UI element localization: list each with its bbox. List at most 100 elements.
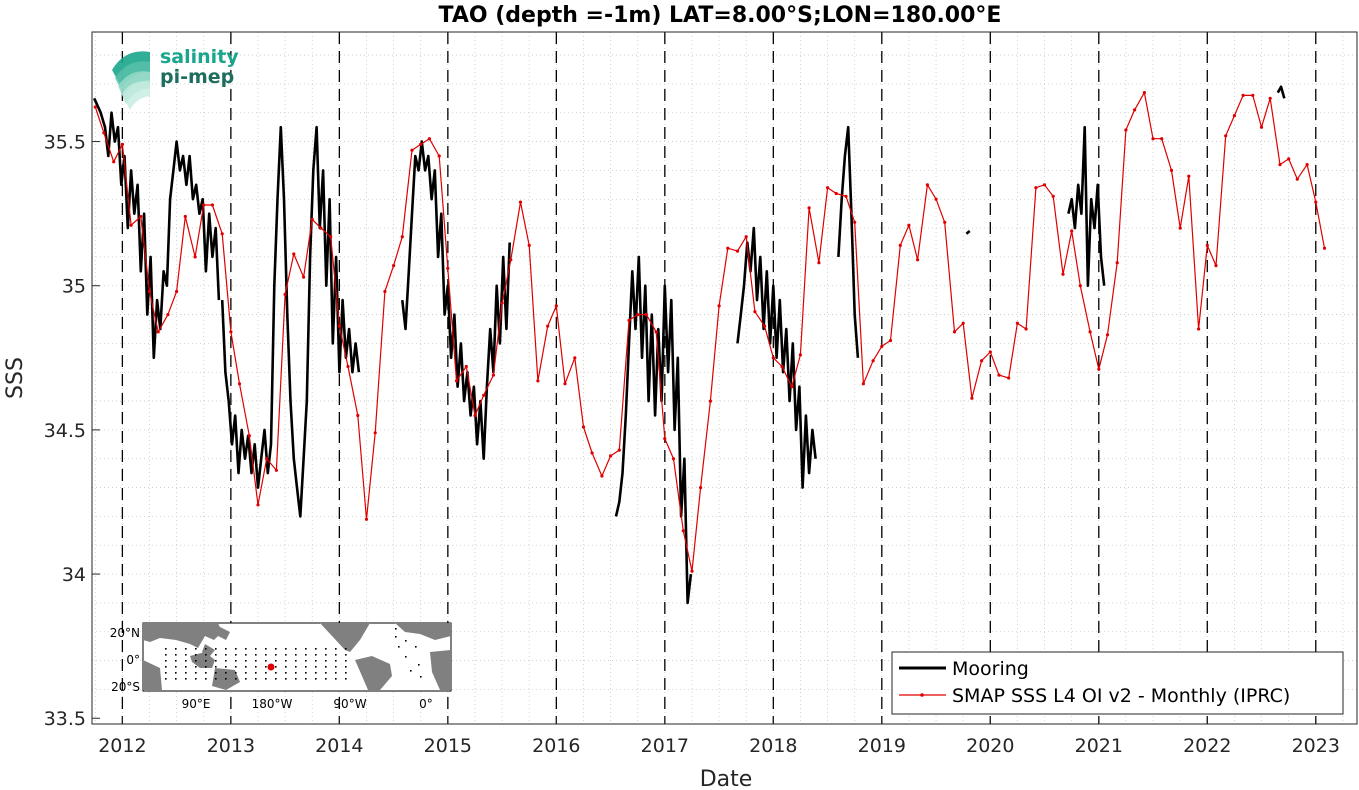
plot-frame	[92, 32, 1357, 724]
smap-point-28	[346, 364, 350, 369]
array-dot	[410, 670, 412, 672]
smap-point-73	[753, 310, 757, 314]
array-dot	[295, 678, 297, 680]
array-dot	[235, 672, 237, 674]
array-dot	[335, 678, 337, 680]
map-xlabel-90w: 90°W	[333, 697, 366, 711]
x-axis-label: Date	[700, 767, 753, 790]
array-dot	[225, 648, 227, 650]
mooring-segment-1	[220, 125, 361, 518]
array-dot	[205, 672, 207, 674]
smap-point-132	[1287, 157, 1291, 161]
array-dot	[225, 660, 227, 662]
array-dot	[255, 648, 257, 650]
array-dot	[215, 660, 217, 662]
array-dot	[185, 672, 187, 674]
smap-point-11	[193, 255, 197, 259]
array-dot	[175, 660, 177, 662]
smap-point-88	[888, 338, 893, 343]
smap-point-92	[925, 183, 930, 187]
array-dot	[175, 654, 177, 656]
smap-point-23	[302, 275, 306, 279]
smap-point-42	[473, 413, 477, 418]
smap-point-122	[1197, 327, 1201, 331]
smap-point-113	[1115, 261, 1119, 265]
smap-point-63	[663, 437, 667, 441]
map-xlabel-180w: 180°W	[252, 697, 293, 711]
smap-point-46	[509, 258, 513, 262]
array-dot	[345, 678, 347, 680]
smap-point-65	[681, 529, 685, 533]
x-tick-label-2016: 2016	[532, 735, 580, 757]
map-ylabel-0: 0°	[126, 653, 140, 667]
x-tick-label-2023: 2023	[1292, 735, 1340, 757]
smap-point-131	[1278, 163, 1282, 167]
array-dot	[325, 660, 327, 662]
smap-point-98	[980, 359, 984, 363]
array-dot	[245, 648, 247, 650]
mooring-segment-8	[1276, 85, 1286, 99]
smap-point-112	[1105, 333, 1110, 337]
array-dot	[345, 654, 347, 656]
salinity-pi-mep-logo: salinity pi-mep	[112, 46, 239, 110]
smap-point-50	[546, 324, 550, 328]
array-dot	[305, 648, 307, 650]
array-dot	[285, 666, 287, 668]
smap-point-53	[573, 356, 577, 360]
smap-point-61	[644, 313, 649, 317]
array-dot	[205, 666, 207, 668]
array-dot	[315, 666, 317, 668]
array-dot	[255, 660, 257, 662]
array-dot	[225, 672, 227, 674]
array-dot	[345, 666, 347, 668]
smap-point-135	[1314, 200, 1318, 204]
chart-title: TAO (depth =-1m) LAT=8.00°S;LON=180.00°E	[439, 3, 1002, 28]
smap-point-20	[274, 468, 278, 472]
smap-point-12	[202, 203, 206, 207]
x-tick-label-2012: 2012	[98, 735, 146, 757]
smap-point-103	[1024, 327, 1028, 331]
smap-point-22	[292, 252, 296, 256]
array-dot	[295, 672, 297, 674]
array-dot	[185, 666, 187, 668]
array-dot	[165, 666, 167, 668]
array-dot	[225, 678, 227, 680]
array-dot	[235, 666, 237, 668]
array-dot	[175, 678, 177, 680]
array-dot	[395, 628, 397, 630]
array-dot	[185, 648, 187, 650]
array-dot	[295, 648, 297, 650]
legend-smap-label: SMAP SSS L4 OI v2 - Monthly (IPRC)	[952, 685, 1290, 707]
smap-point-62	[654, 330, 658, 334]
logo-waves-icon	[112, 51, 150, 110]
plot-border	[91, 31, 1358, 725]
smap-point-16	[237, 382, 242, 386]
smap-point-55	[590, 451, 594, 455]
array-dot	[325, 666, 327, 668]
smap-point-101	[1007, 376, 1011, 380]
smap-point-39	[446, 266, 450, 270]
array-dot	[215, 654, 217, 656]
smap-point-72	[744, 235, 748, 239]
array-dot	[275, 654, 277, 656]
smap-point-134	[1305, 163, 1309, 167]
smap-point-26	[329, 235, 333, 239]
smap-point-54	[581, 425, 586, 429]
y-tick-label-34: 34	[62, 564, 86, 586]
smap-point-41	[464, 364, 468, 369]
smap-point-87	[880, 344, 884, 348]
smap-point-57	[609, 454, 613, 458]
array-dot	[305, 672, 307, 674]
smap-point-104	[1034, 186, 1038, 190]
array-dot	[275, 648, 277, 650]
array-dot	[418, 664, 420, 666]
array-dot	[325, 648, 327, 650]
array-dot	[245, 666, 247, 668]
smap-point-130	[1268, 96, 1272, 100]
smap-point-52	[563, 382, 567, 386]
array-dot	[255, 666, 257, 668]
array-dot	[165, 648, 167, 650]
smap-point-43	[482, 393, 486, 397]
mooring-array-dots	[165, 628, 422, 680]
array-dot	[335, 672, 337, 674]
